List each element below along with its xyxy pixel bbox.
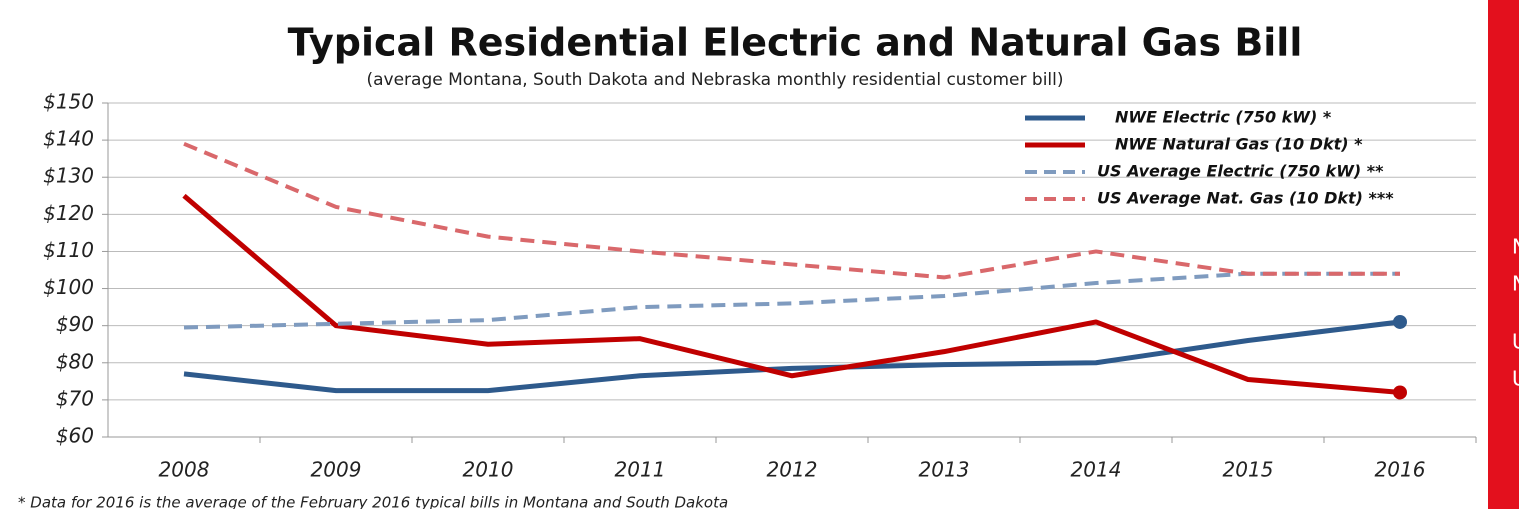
series-line bbox=[182, 193, 1401, 395]
y-tick-label: $140 bbox=[43, 127, 94, 151]
x-tick-label: 2011 bbox=[615, 458, 666, 482]
end-marker bbox=[1393, 314, 1407, 329]
x-tick-label: 2009 bbox=[311, 458, 362, 482]
footnote: * Data for 2016 is the average of the Fe… bbox=[18, 494, 728, 509]
legend-label: US Average Electric (750 kW) ** bbox=[1097, 162, 1384, 181]
y-tick-label: $120 bbox=[43, 201, 94, 225]
y-tick-label: $60 bbox=[56, 424, 94, 448]
x-tick-label: 2016 bbox=[1375, 458, 1426, 482]
chart-subtitle: (average Montana, South Dakota and Nebra… bbox=[366, 70, 1063, 90]
chart-title: Typical Residential Electric and Natural… bbox=[288, 21, 1303, 65]
y-tick-label: $80 bbox=[56, 349, 94, 373]
y-tick-label: $110 bbox=[43, 238, 94, 262]
y-tick-label: $130 bbox=[43, 164, 94, 188]
series-line bbox=[183, 271, 1400, 330]
y-tick-label: $70 bbox=[56, 386, 94, 410]
end-marker bbox=[1393, 385, 1407, 400]
sidebar-text: N bbox=[1512, 272, 1519, 296]
x-tick-label: 2012 bbox=[767, 458, 818, 482]
y-tick-label: $100 bbox=[43, 275, 94, 299]
series-line bbox=[183, 141, 1400, 280]
y-tick-label: $150 bbox=[43, 90, 94, 114]
series-line bbox=[183, 319, 1401, 394]
legend-label: NWE Electric (750 kW) * bbox=[1115, 108, 1332, 127]
sidebar-text: U bbox=[1512, 367, 1519, 391]
x-tick-label: 2010 bbox=[463, 458, 514, 482]
legend-label: NWE Natural Gas (10 Dkt) * bbox=[1115, 135, 1363, 154]
sidebar bbox=[1488, 0, 1519, 509]
x-tick-label: 2013 bbox=[919, 458, 970, 482]
y-tick-label: $90 bbox=[56, 312, 94, 336]
legend-label: US Average Nat. Gas (10 Dkt) *** bbox=[1097, 189, 1394, 208]
x-tick-label: 2008 bbox=[159, 458, 210, 482]
x-tick-label: 2015 bbox=[1223, 458, 1274, 482]
sidebar-text: U bbox=[1512, 330, 1519, 354]
sidebar-text: N bbox=[1512, 235, 1519, 259]
x-tick-label: 2014 bbox=[1071, 458, 1122, 482]
